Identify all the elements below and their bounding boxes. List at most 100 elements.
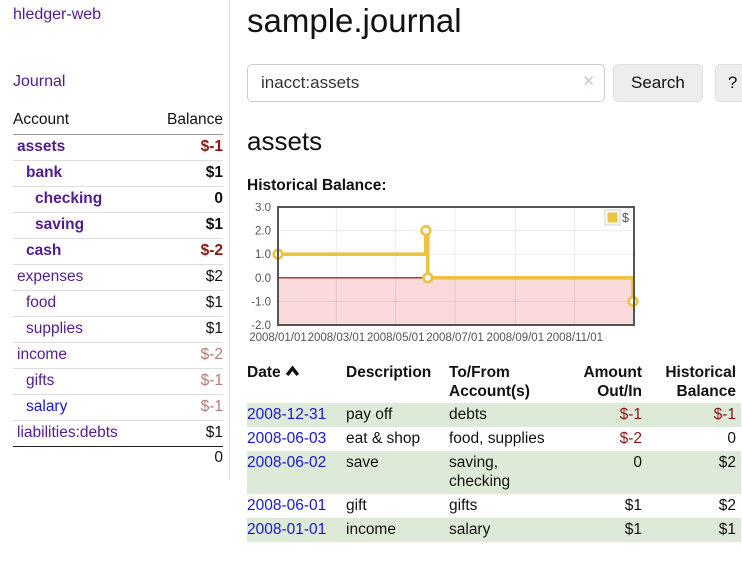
account-balance: $-1 [143, 368, 223, 395]
accounts-header-balance: Balance [143, 108, 223, 135]
transaction-amount: $1 [624, 521, 642, 538]
accounts-total-row: 0 [13, 446, 223, 470]
transaction-row: 2008-06-01 gift gifts $1 $2 [247, 494, 741, 518]
search-input[interactable] [247, 64, 605, 102]
chart-data-point [422, 272, 434, 284]
account-link-checking[interactable]: checking [35, 190, 103, 207]
register-table: Date Description To/From Account(s) Amou… [247, 361, 741, 542]
transaction-row: 2008-12-31 pay off debts $-1 $-1 [247, 403, 741, 427]
transaction-description: eat & shop [346, 430, 421, 447]
transaction-accounts: debts [449, 406, 487, 423]
account-row: supplies $1 [13, 316, 223, 343]
transaction-date-cell: 2008-12-31 [247, 403, 346, 427]
transaction-date-link[interactable]: 2008-12-31 [247, 406, 327, 423]
chart-y-tick-label: -2.0 [251, 320, 271, 332]
account-name-cell: cash [13, 238, 144, 265]
account-link-expenses[interactable]: expenses [17, 268, 84, 285]
account-row: cash $-2 [13, 238, 223, 265]
transaction-row: 2008-01-01 income salary $1 $1 [247, 518, 741, 542]
accounts-table: Account Balance assets $-1 bank $1 checking 0… [13, 108, 223, 470]
transaction-date-link[interactable]: 2008-06-01 [247, 497, 327, 514]
account-name-cell: liabilities:debts [13, 420, 144, 447]
transaction-description: save [346, 454, 379, 471]
account-name-cell: assets [13, 135, 143, 161]
help-button[interactable]: ? [714, 64, 742, 102]
account-link-salary[interactable]: salary [26, 398, 68, 415]
page-title: sample.journal [247, 2, 462, 39]
chart-x-tick-label: 2008/07/01 [426, 332, 484, 344]
chart-border [277, 206, 635, 326]
transaction-balance: $2 [718, 454, 736, 471]
transaction-amount: $1 [624, 497, 642, 514]
account-link-cash[interactable]: cash [26, 242, 62, 259]
transaction-description: income [346, 521, 396, 538]
transaction-date-cell: 2008-01-01 [247, 518, 346, 542]
chart-legend-swatch [607, 212, 618, 223]
account-name-cell: salary [13, 394, 144, 421]
clear-search-icon[interactable]: ✕ [582, 73, 595, 90]
transaction-date-link[interactable]: 2008-06-02 [247, 454, 327, 471]
account-row: liabilities:debts $1 [13, 420, 223, 447]
transaction-date-cell: 2008-06-01 [247, 494, 346, 518]
account-link-assets[interactable]: assets [17, 138, 66, 155]
register-header-description: Description [346, 364, 432, 381]
accounts-total-spacer [13, 446, 144, 470]
accounts-header-account: Account [13, 108, 144, 135]
account-balance: $1 [143, 316, 223, 343]
sidebar-nav: Journal [13, 73, 223, 91]
accounts-total-value: 0 [143, 446, 223, 470]
chart-y-tick-label: -1.0 [251, 296, 271, 308]
sort-ascending-icon [285, 365, 299, 377]
account-link-saving[interactable]: saving [35, 216, 85, 233]
account-name-cell: income [13, 342, 144, 369]
transaction-balance: $2 [718, 497, 736, 514]
main-content: sample.journal ✕ Search ? assets Histori… [230, 0, 742, 542]
chart-x-tick-label: 2008/05/01 [367, 332, 425, 344]
account-balance: $2 [143, 264, 223, 291]
account-name-cell: checking [13, 186, 144, 213]
search-button[interactable]: Search [613, 64, 703, 102]
nav-journal-link[interactable]: Journal [13, 73, 66, 90]
account-link-liabilities-debts[interactable]: liabilities:debts [17, 424, 118, 441]
transaction-date-cell: 2008-06-03 [247, 427, 346, 451]
transaction-balance: $1 [718, 521, 736, 538]
transaction-balance: $-1 [713, 406, 736, 423]
account-link-supplies[interactable]: supplies [26, 320, 83, 337]
account-balance: $-1 [143, 394, 223, 421]
account-row: gifts $-1 [13, 368, 223, 395]
account-name-cell: expenses [13, 264, 144, 291]
chart-x-tick-label: 2008/09/01 [487, 332, 545, 344]
account-row: assets $-1 [13, 135, 223, 161]
transaction-accounts: food, supplies [449, 430, 545, 447]
account-balance: $1 [143, 290, 223, 317]
transaction-date-link[interactable]: 2008-06-03 [247, 430, 327, 447]
account-balance: 0 [143, 186, 223, 213]
account-row: food $1 [13, 290, 223, 317]
chart-y-tick-label: 3.0 [255, 203, 271, 214]
app-layout: hledger-web Journal Account Balance asse… [13, 0, 742, 542]
transaction-description: gift [346, 497, 367, 514]
transaction-date-link[interactable]: 2008-01-01 [247, 521, 327, 538]
historical-balance-chart: $3.0 2.0 1.0 0.0 -1.0 -2.0 2008/01/01 2008/03/0… [247, 203, 742, 347]
chart-data-point [420, 224, 432, 237]
transaction-row: 2008-06-03 eat & shop food, supplies $-2 0 [247, 427, 741, 451]
chart-y-tick-label: 2.0 [255, 226, 271, 238]
app-title-link[interactable]: hledger-web [13, 6, 102, 23]
account-link-food[interactable]: food [26, 294, 57, 311]
account-name-cell: supplies [13, 316, 144, 343]
account-link-income[interactable]: income [17, 346, 67, 363]
search-input-wrap: ✕ [247, 64, 605, 102]
account-balance: $1 [143, 160, 223, 187]
account-link-bank[interactable]: bank [26, 164, 63, 181]
account-balance: $-2 [143, 342, 223, 369]
chart-legend-label: $ [622, 211, 629, 225]
transaction-accounts: saving, checking [449, 454, 511, 490]
chart-x-tick-label: 2008/11/01 [546, 332, 603, 344]
register-header-date[interactable]: Date [247, 361, 346, 403]
chart-x-tick-label: 2008/03/01 [308, 332, 366, 344]
register-header-accounts: To/From Account(s) [449, 364, 530, 400]
register-header-amount: Amount Out/In [583, 364, 642, 400]
transaction-accounts: salary [449, 521, 491, 538]
account-link-gifts[interactable]: gifts [26, 372, 55, 389]
